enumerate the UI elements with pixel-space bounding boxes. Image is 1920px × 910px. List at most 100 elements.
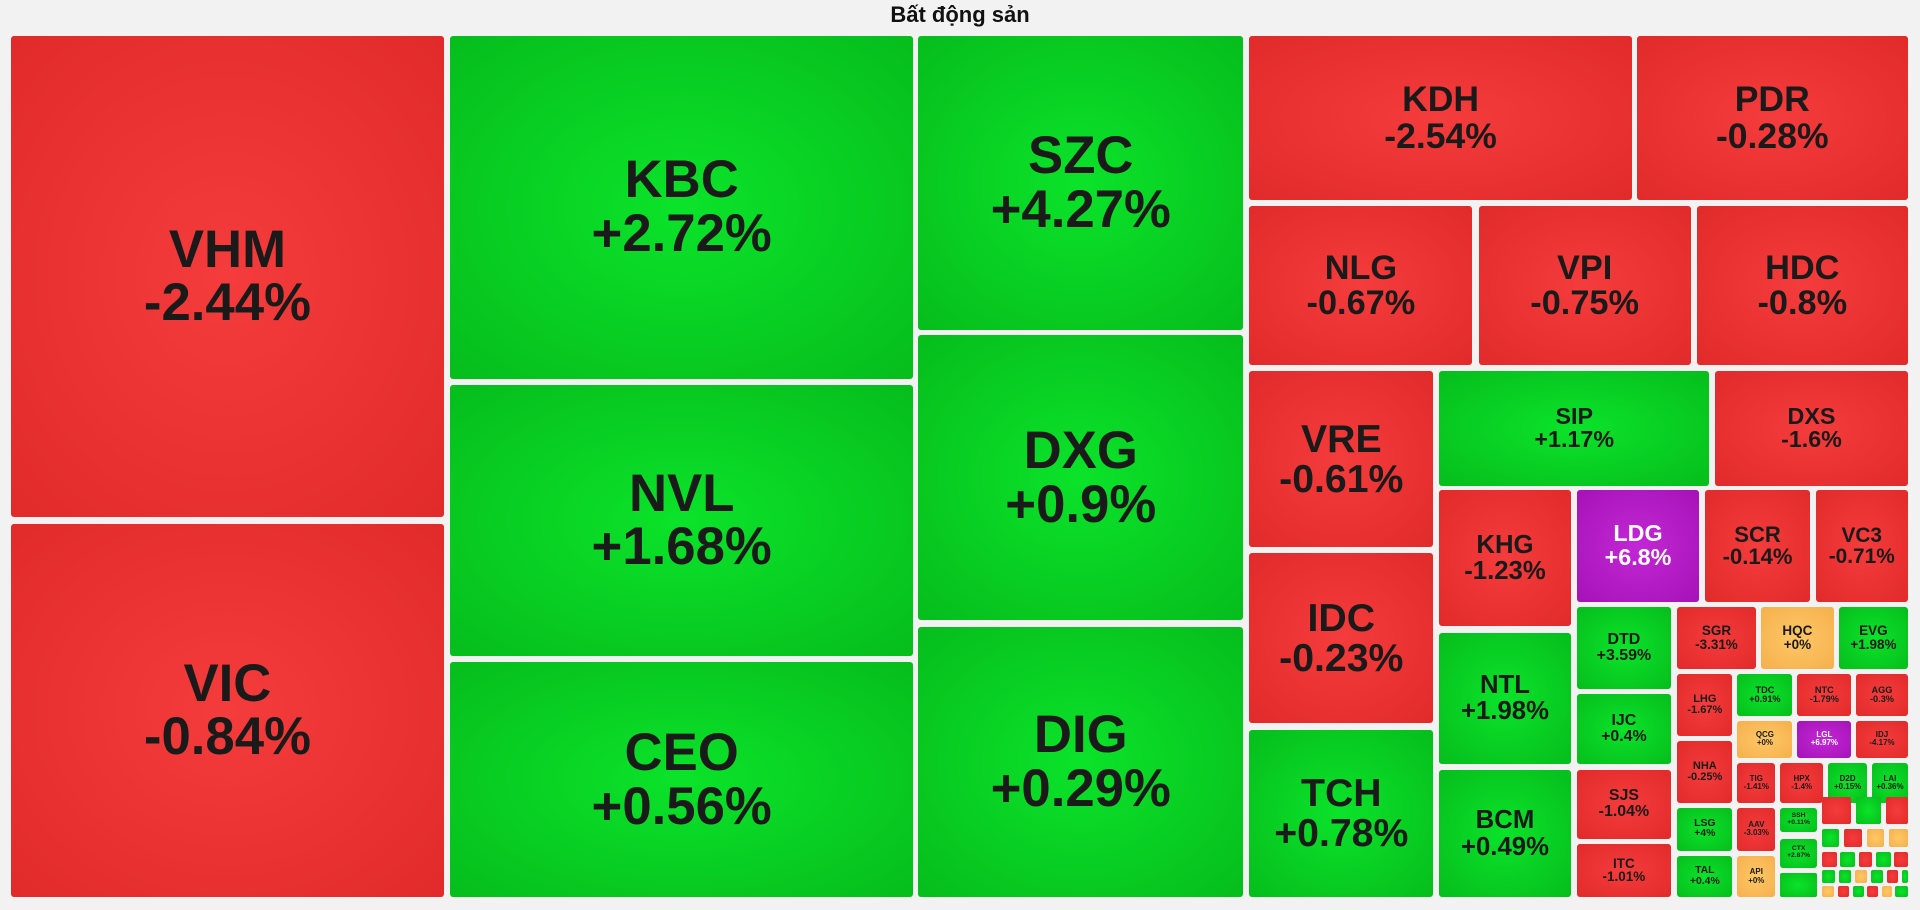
tile-khg[interactable]: KHG -1.23% [1439, 490, 1571, 627]
tile-symbol: KDH [1402, 79, 1480, 120]
tile-change: -0.25% [1687, 770, 1723, 783]
tile-pdr[interactable]: PDR -0.28% [1636, 35, 1908, 200]
tile-small[interactable] [1886, 870, 1898, 883]
tile-vre[interactable]: VRE -0.61% [1249, 371, 1434, 547]
tile-small[interactable] [1837, 886, 1849, 898]
tile-ijc[interactable]: IJC +0.4% [1576, 693, 1672, 764]
tile-symbol: BCM [1475, 806, 1535, 835]
tile-lsg[interactable]: LSG +4% [1677, 807, 1733, 851]
tile-lai[interactable]: LAI +0.36% [1872, 762, 1908, 804]
tile-symbol: API [1749, 867, 1763, 877]
tile-small[interactable] [1821, 828, 1840, 848]
tile-tdc[interactable]: TDC +0.91% [1737, 674, 1793, 716]
tile-ntc[interactable]: NTC -1.79% [1797, 674, 1852, 716]
tile-small[interactable] [1870, 870, 1884, 883]
tile-change: +0% [1748, 875, 1765, 885]
tile-sip[interactable]: SIP +1.17% [1439, 371, 1710, 486]
tile-small[interactable] [1901, 870, 1908, 883]
tile-agg[interactable]: AGG -0.3% [1856, 674, 1908, 716]
tile-tal[interactable]: TAL +0.4% [1677, 855, 1733, 898]
tile-ldg[interactable]: LDG +6.8% [1576, 490, 1700, 602]
tile-symbol: SJS [1608, 787, 1639, 805]
tile-small[interactable] [1839, 870, 1852, 883]
tile-small[interactable] [1885, 796, 1908, 824]
tile-sgr[interactable]: SGR -3.31% [1677, 606, 1756, 670]
tile-small[interactable] [1821, 886, 1835, 898]
tile-change: -1.01% [1602, 869, 1646, 885]
tile-hqc[interactable]: HQC +0% [1760, 606, 1835, 670]
tile-bcm[interactable]: BCM +0.49% [1439, 769, 1571, 898]
tile-hdc[interactable]: HDC -0.8% [1696, 205, 1908, 366]
tile-aav[interactable]: AAV -3.03% [1737, 807, 1776, 851]
tile-d2d[interactable]: D2D +0.15% [1828, 762, 1868, 804]
tile-small[interactable] [1875, 852, 1891, 867]
tile-scr[interactable]: SCR -0.14% [1705, 490, 1810, 602]
tile-symbol: QCG [1755, 730, 1774, 740]
tile-small[interactable] [1840, 852, 1855, 867]
tile-ctx[interactable]: CTX +2.87% [1780, 838, 1817, 869]
tile-change: +0.36% [1876, 781, 1904, 791]
tile-qcg[interactable]: QCG +0% [1737, 720, 1793, 758]
tile-small[interactable] [1894, 852, 1908, 867]
tile-small[interactable] [1780, 872, 1817, 898]
tile-symbol: HQC [1782, 623, 1813, 639]
tile-small[interactable] [1843, 828, 1863, 848]
tile-small[interactable] [1821, 796, 1852, 824]
tile-dtd[interactable]: DTD +3.59% [1576, 606, 1672, 690]
tile-small[interactable] [1867, 886, 1879, 898]
tile-nvl[interactable]: NVL +1.68% [449, 384, 914, 656]
tile-change: +2.87% [1787, 852, 1811, 860]
tile-symbol: EVG [1859, 623, 1888, 639]
tile-lgl[interactable]: LGL +6.97% [1797, 720, 1852, 758]
tile-small[interactable] [1856, 796, 1881, 824]
tile-ntl[interactable]: NTL +1.98% [1439, 632, 1571, 764]
chart-title: Bất động sản [890, 2, 1030, 27]
tile-kbc[interactable]: KBC +2.72% [449, 35, 914, 379]
tile-small[interactable] [1881, 886, 1892, 898]
tile-vc3[interactable]: VC3 -0.71% [1815, 490, 1908, 602]
tile-idc[interactable]: IDC -0.23% [1249, 552, 1434, 724]
tile-small[interactable] [1889, 828, 1908, 848]
tile-symbol: HDC [1765, 248, 1840, 287]
tile-symbol: IJC [1611, 711, 1637, 729]
tile-change: +0.49% [1460, 832, 1549, 861]
tile-small[interactable] [1855, 870, 1868, 883]
tile-evg[interactable]: EVG +1.98% [1839, 606, 1908, 670]
tile-small[interactable] [1858, 852, 1873, 867]
tile-nha[interactable]: NHA -0.25% [1677, 740, 1733, 804]
tile-sjs[interactable]: SJS -1.04% [1576, 769, 1672, 839]
tile-idj[interactable]: IDJ -4.17% [1856, 720, 1908, 758]
tile-symbol: PDR [1734, 79, 1810, 120]
tile-vpi[interactable]: VPI -0.75% [1478, 205, 1691, 366]
tile-ceo[interactable]: CEO +0.56% [449, 662, 914, 898]
tile-small[interactable] [1852, 886, 1864, 898]
tile-hpx[interactable]: HPX -1.4% [1780, 762, 1824, 804]
tile-kdh[interactable]: KDH -2.54% [1249, 35, 1632, 200]
tile-change: +1.68% [591, 517, 772, 577]
tile-itc[interactable]: ITC -1.01% [1576, 843, 1672, 898]
tile-symbol: CEO [624, 722, 739, 782]
tile-symbol: TDC [1755, 684, 1775, 695]
tile-ssh[interactable]: SSH +0.11% [1780, 807, 1817, 833]
tile-small[interactable] [1821, 852, 1837, 867]
tile-symbol: KHG [1476, 531, 1534, 560]
tile-vic[interactable]: VIC -0.84% [11, 523, 444, 898]
tile-change: +6.97% [1810, 738, 1838, 748]
tile-api[interactable]: API +0% [1737, 855, 1776, 898]
tile-dig[interactable]: DIG +0.29% [918, 626, 1244, 898]
tile-small[interactable] [1867, 828, 1885, 848]
tile-lhg[interactable]: LHG -1.67% [1677, 674, 1733, 736]
tile-small[interactable] [1895, 886, 1908, 898]
tile-symbol: TAL [1695, 864, 1715, 876]
tile-szc[interactable]: SZC +4.27% [918, 35, 1244, 330]
tile-vhm[interactable]: VHM -2.44% [11, 35, 444, 518]
tile-nlg[interactable]: NLG -0.67% [1249, 205, 1473, 366]
tile-dxg[interactable]: DXG +0.9% [918, 334, 1244, 621]
tile-dxs[interactable]: DXS -1.6% [1715, 371, 1908, 486]
tile-small[interactable] [1821, 870, 1836, 883]
tile-tch[interactable]: TCH +0.78% [1249, 729, 1434, 898]
tile-symbol: AGG [1871, 684, 1893, 695]
tile-symbol: LSG [1694, 817, 1716, 829]
tile-tig[interactable]: TIG -1.41% [1737, 762, 1776, 804]
tile-change: -0.75% [1530, 283, 1640, 322]
